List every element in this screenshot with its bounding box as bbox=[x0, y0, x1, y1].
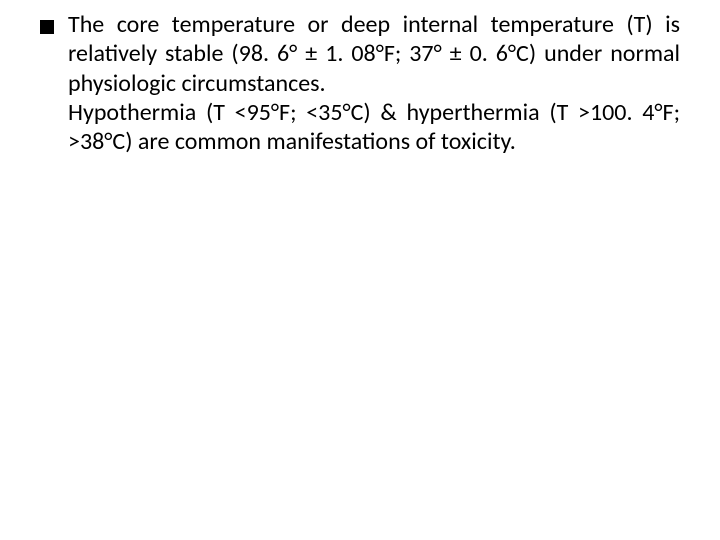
paragraph-2: Hypothermia (T <95°F; <35°C) & hyperther… bbox=[68, 98, 680, 157]
slide: The core temperature or deep internal te… bbox=[0, 0, 720, 540]
square-bullet-icon bbox=[40, 20, 54, 34]
bullet-item: The core temperature or deep internal te… bbox=[40, 10, 680, 156]
paragraph-1: The core temperature or deep internal te… bbox=[68, 10, 680, 98]
bullet-text: The core temperature or deep internal te… bbox=[68, 10, 680, 156]
